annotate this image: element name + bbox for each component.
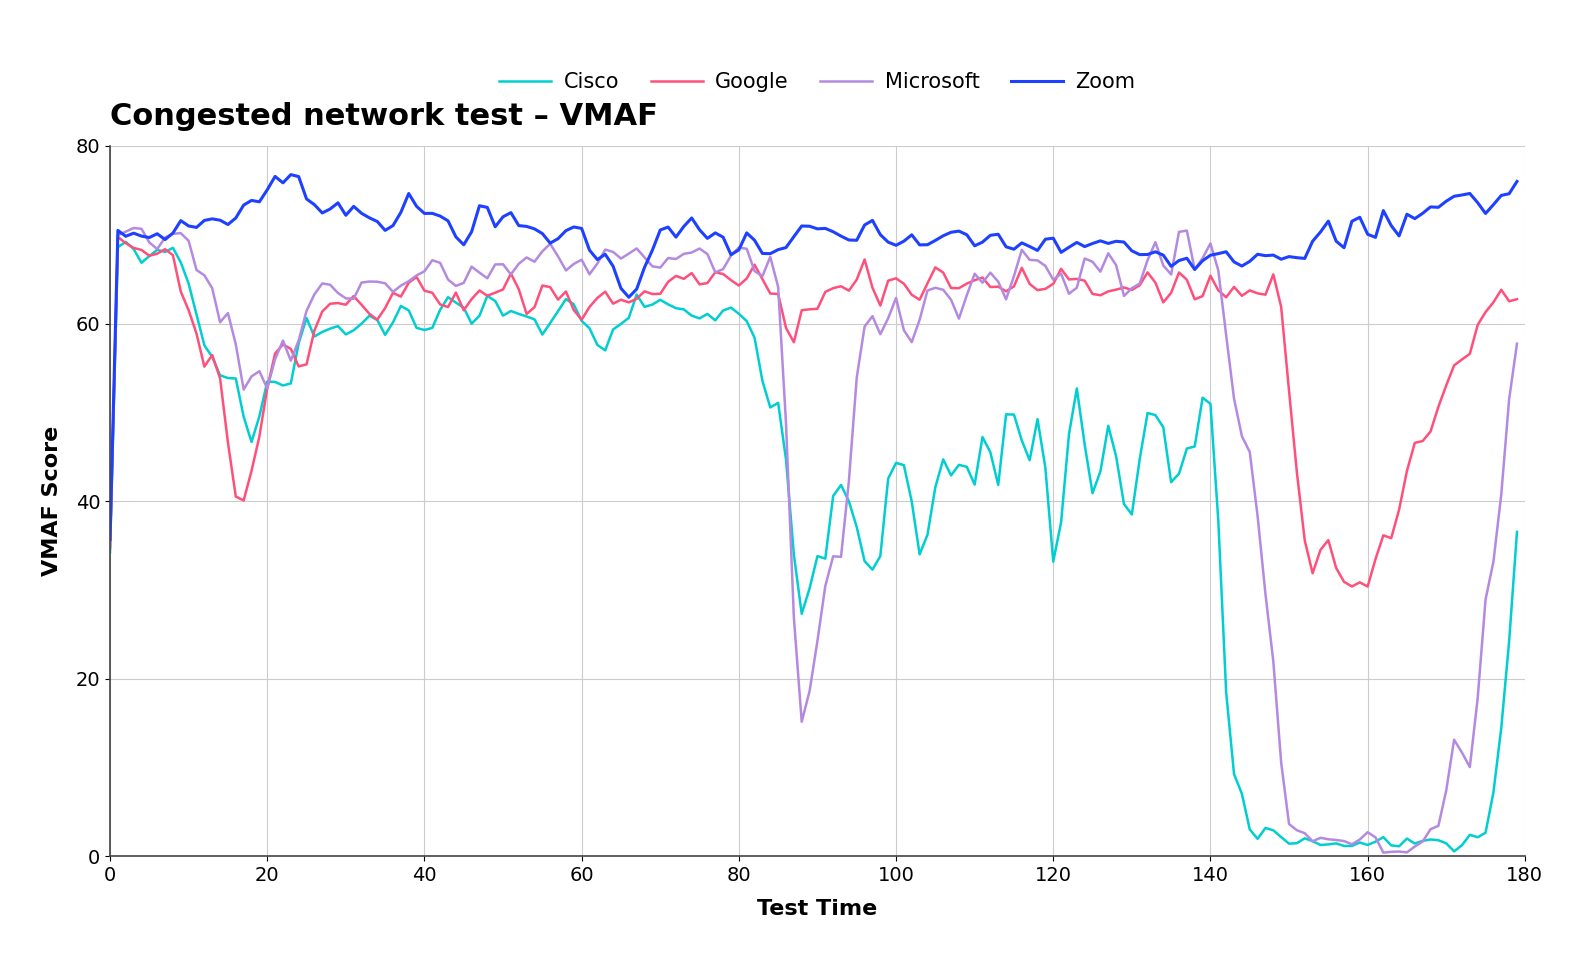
Google: [101, 541, 119, 553]
Zoom: [1358, 229, 1377, 240]
Line: Microsoft: Microsoft: [110, 228, 1517, 852]
Microsoft: [1476, 594, 1495, 605]
Cisco: [1508, 526, 1526, 538]
Google: [1366, 554, 1385, 565]
Google: [132, 244, 151, 256]
Cisco: [101, 547, 119, 559]
Cisco: [132, 257, 151, 269]
Google: [1476, 306, 1495, 318]
Cisco: [1445, 846, 1464, 857]
Microsoft: [643, 261, 662, 272]
Y-axis label: VMAF Score: VMAF Score: [42, 426, 61, 576]
Google: [274, 339, 292, 350]
Line: Google: Google: [110, 237, 1517, 587]
X-axis label: Test Time: Test Time: [758, 899, 877, 919]
Cisco: [1358, 839, 1377, 850]
Google: [1508, 294, 1526, 306]
Zoom: [266, 170, 285, 182]
Cisco: [399, 305, 418, 316]
Microsoft: [1508, 338, 1526, 349]
Zoom: [1508, 175, 1526, 187]
Zoom: [643, 244, 662, 256]
Zoom: [101, 533, 119, 545]
Cisco: [1476, 827, 1495, 839]
Microsoft: [1374, 847, 1393, 858]
Zoom: [281, 168, 300, 180]
Microsoft: [274, 335, 292, 346]
Microsoft: [101, 542, 119, 554]
Microsoft: [1358, 826, 1377, 838]
Legend: Cisco, Google, Microsoft, Zoom: Cisco, Google, Microsoft, Zoom: [490, 64, 1144, 100]
Zoom: [399, 188, 418, 199]
Microsoft: [132, 223, 151, 234]
Text: Congested network test – VMAF: Congested network test – VMAF: [110, 102, 659, 131]
Microsoft: [124, 222, 143, 234]
Cisco: [274, 379, 292, 391]
Zoom: [1468, 197, 1487, 208]
Cisco: [116, 236, 135, 248]
Line: Zoom: Zoom: [110, 174, 1517, 539]
Google: [643, 288, 662, 300]
Google: [108, 232, 127, 243]
Google: [399, 277, 418, 289]
Microsoft: [399, 275, 418, 287]
Cisco: [643, 299, 662, 310]
Google: [1358, 581, 1377, 593]
Zoom: [124, 228, 143, 239]
Line: Cisco: Cisco: [110, 242, 1517, 851]
